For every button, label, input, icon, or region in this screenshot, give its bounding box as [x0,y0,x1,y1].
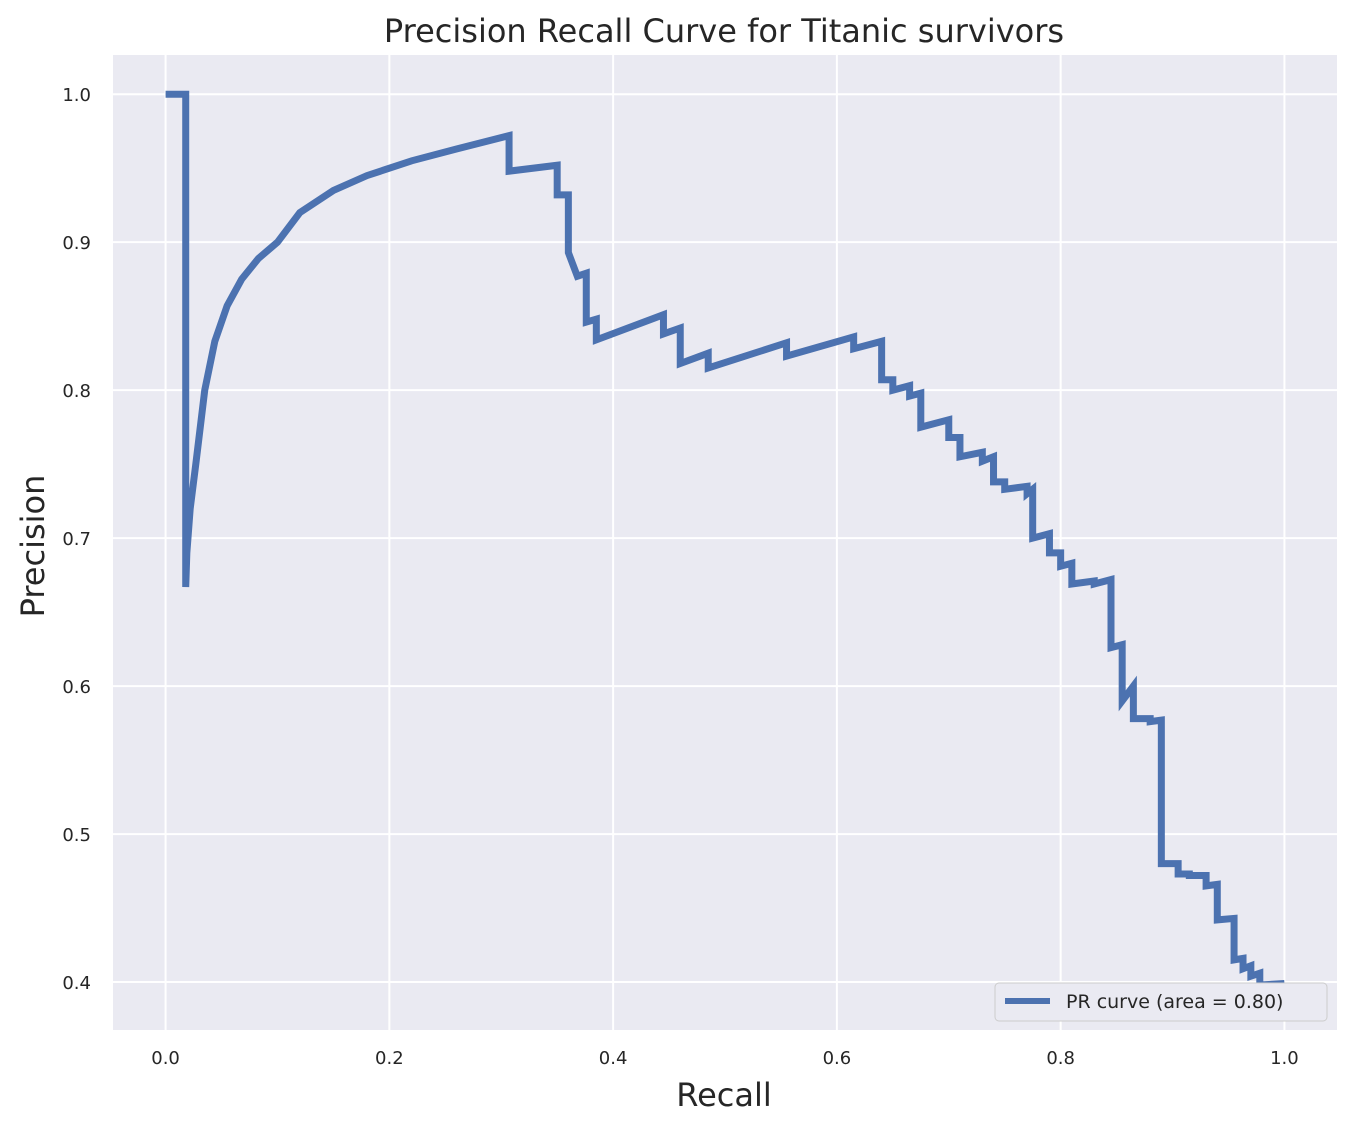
legend-box [994,982,1328,1022]
x-tick-label: 1.0 [1270,1048,1299,1069]
legend-label: PR curve (area = 0.80) [1066,991,1283,1013]
y-tick-label: 0.6 [62,677,91,698]
x-tick-labels: 0.0 0.2 0.4 0.6 0.8 1.0 [151,1048,1298,1069]
grid-lines [113,55,1337,1030]
x-tick-label: 0.8 [1046,1048,1075,1069]
x-tick-label: 0.4 [599,1048,628,1069]
y-tick-label: 0.9 [62,233,91,254]
legend: PR curve (area = 0.80) [994,982,1328,1022]
x-tick-label: 0.6 [823,1048,852,1069]
pr-curve-line [165,90,1285,989]
y-axis-title: Precision [14,475,52,618]
x-axis-title: Recall [676,1076,771,1114]
y-tick-label: 0.7 [62,529,91,550]
plot-area [113,55,1337,1030]
x-tick-label: 0.2 [375,1048,404,1069]
y-tick-labels: 0.4 0.5 0.6 0.7 0.8 0.9 1.0 [62,85,91,994]
series-lines [165,90,1285,989]
x-tick-label: 0.0 [151,1048,180,1069]
y-tick-label: 0.8 [62,381,91,402]
y-tick-label: 0.5 [62,825,91,846]
y-tick-label: 1.0 [62,85,91,106]
chart-title: Precision Recall Curve for Titanic survi… [384,12,1064,50]
y-tick-label: 0.4 [62,973,91,994]
